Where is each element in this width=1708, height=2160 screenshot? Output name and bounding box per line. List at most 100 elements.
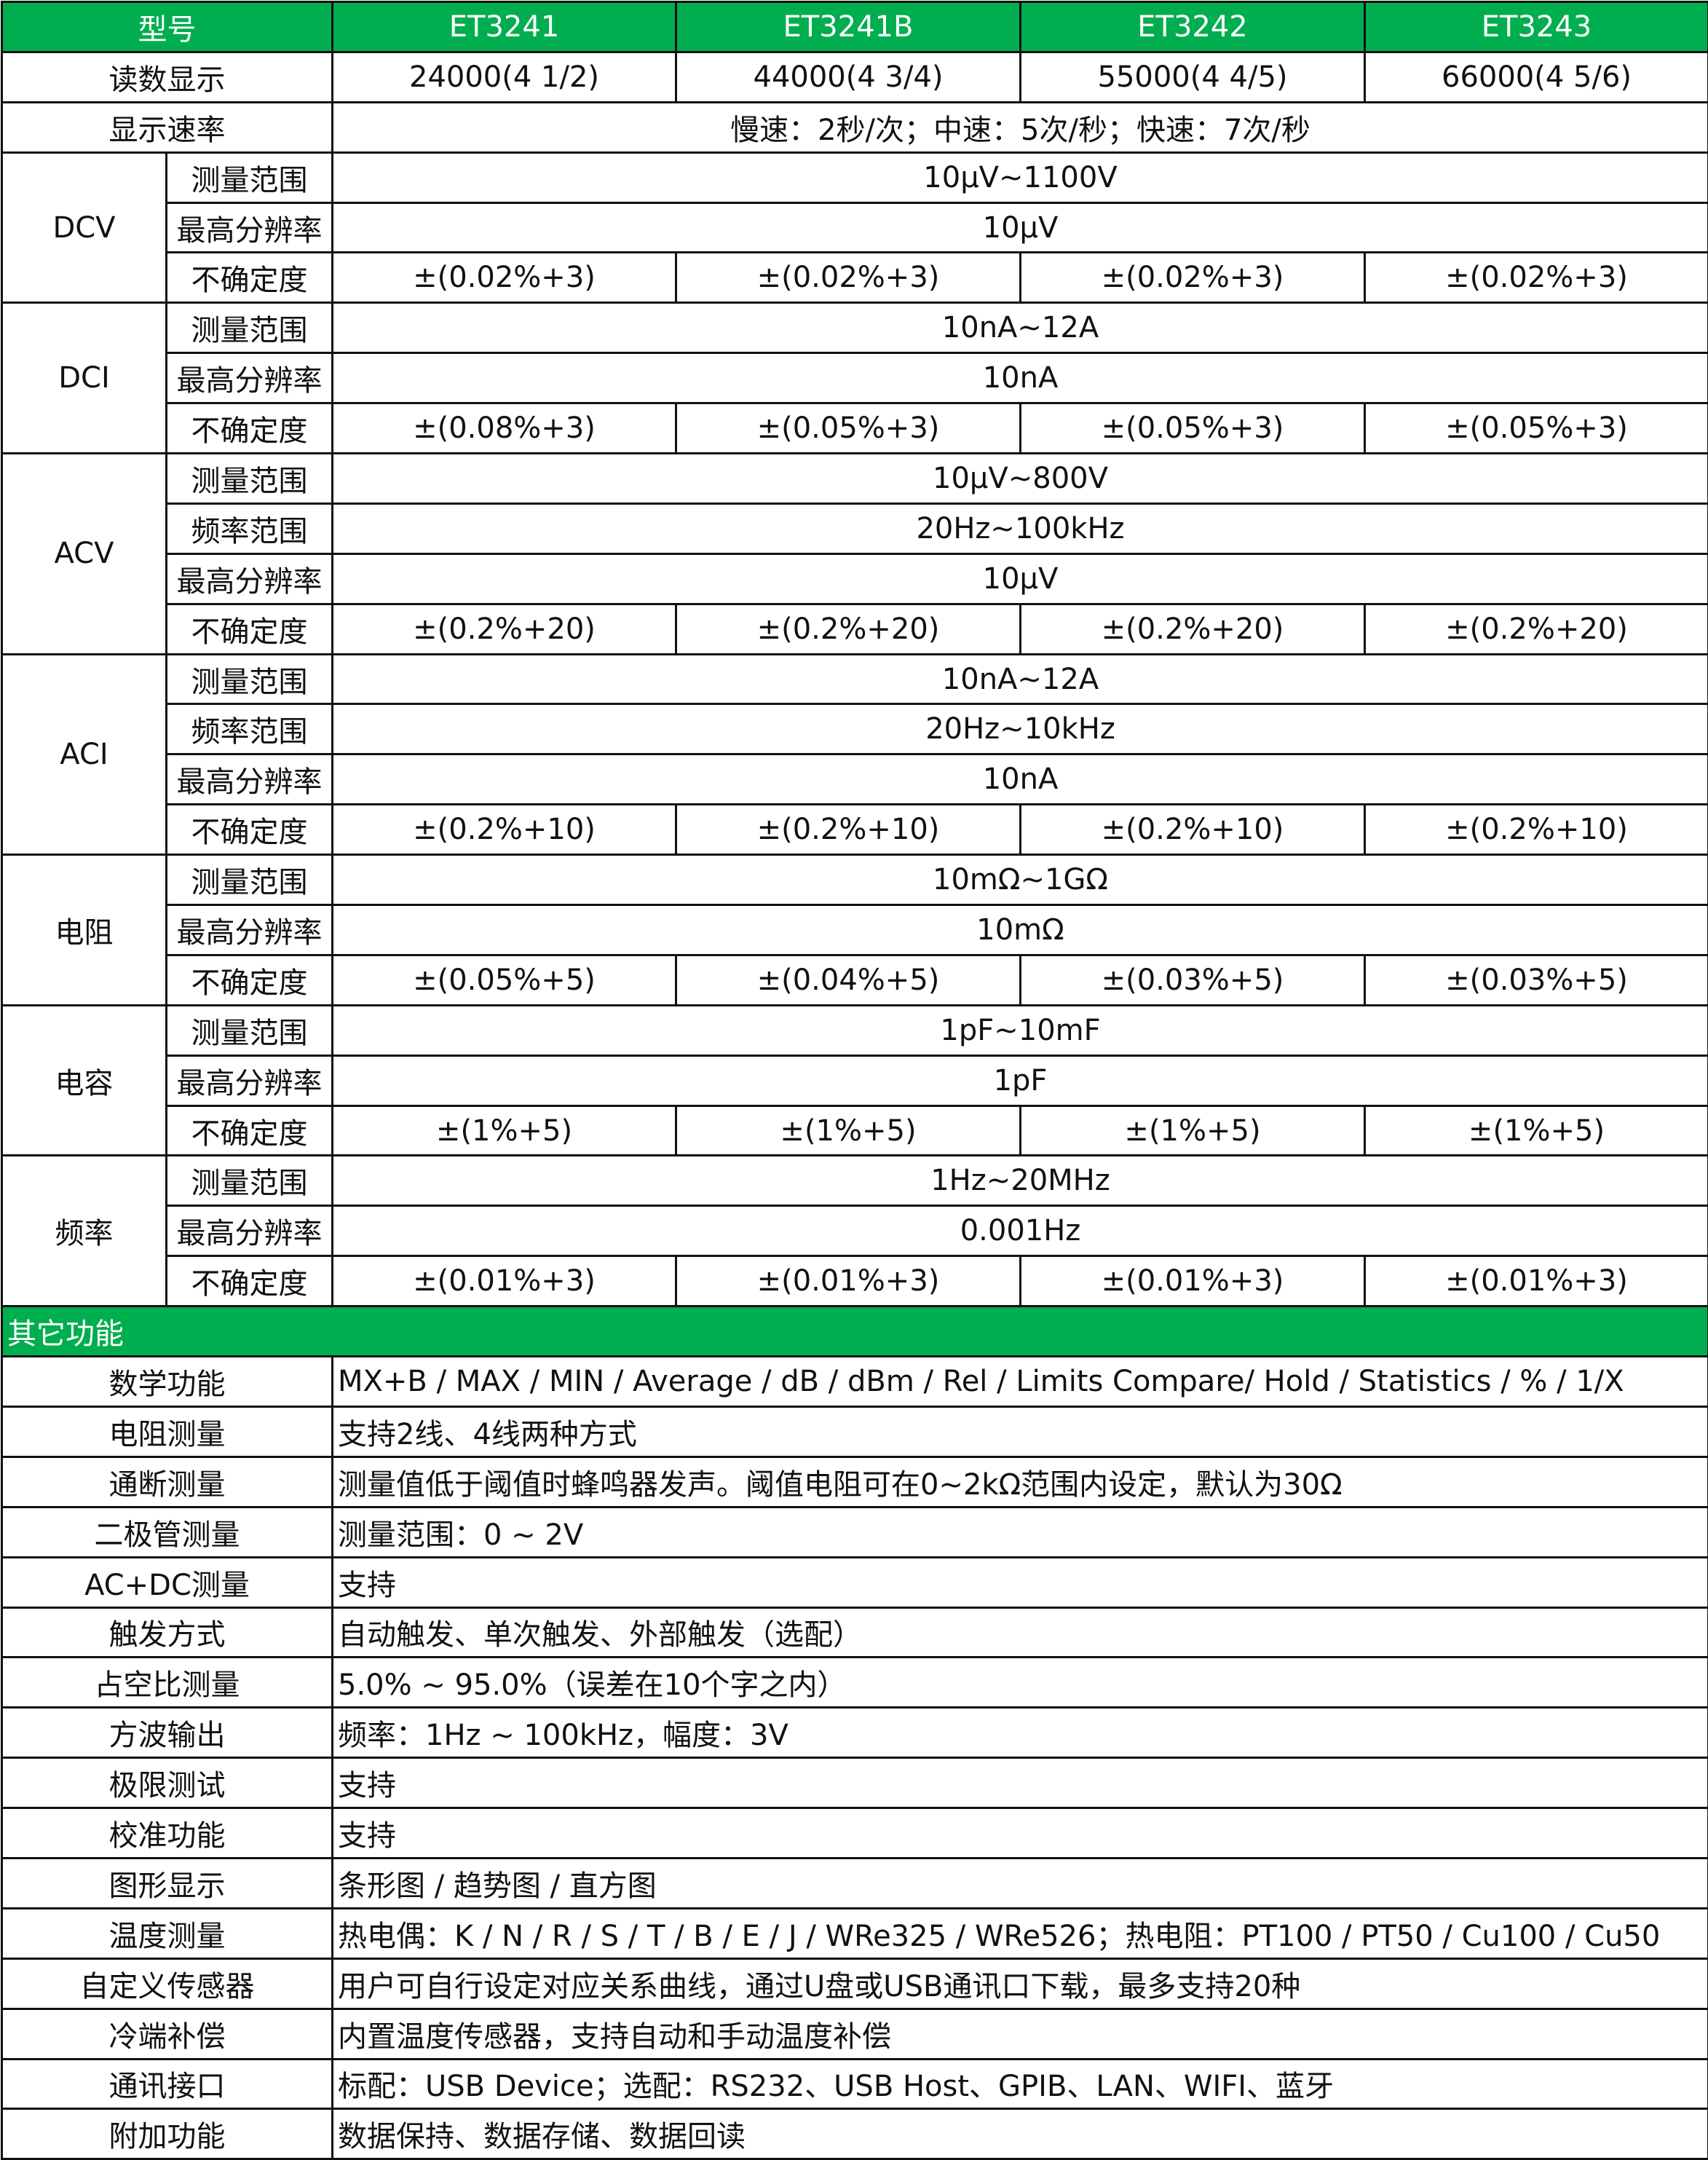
feature-value: 数据保持、数据存储、数据回读 xyxy=(333,2109,1708,2159)
param-value: 1pF~10mF xyxy=(333,1005,1708,1055)
param-value: 1pF xyxy=(333,1055,1708,1105)
table-row: 图形显示条形图 / 趋势图 / 直方图 xyxy=(2,1858,1708,1908)
param-label: 不确定度 xyxy=(167,955,333,1005)
table-row: 电阻测量支持2线、4线两种方式 xyxy=(2,1406,1708,1457)
model-name: ET3241 xyxy=(333,2,676,52)
param-value: ±(0.05%+3) xyxy=(1365,403,1708,454)
table-row: 校准功能支持 xyxy=(2,1808,1708,1859)
param-value: ±(0.01%+3) xyxy=(1021,1256,1365,1306)
row-value: 66000(4 5/6) xyxy=(1365,52,1708,102)
feature-value: 支持 xyxy=(333,1808,1708,1859)
group-name: DCI xyxy=(2,303,167,454)
model-name: ET3243 xyxy=(1365,2,1708,52)
feature-label: 二极管测量 xyxy=(2,1507,333,1557)
param-label: 最高分辨率 xyxy=(167,1055,333,1105)
param-value: ±(0.2%+20) xyxy=(676,604,1021,654)
param-label: 频率范围 xyxy=(167,503,333,553)
group-name: 电阻 xyxy=(2,855,167,1006)
table-row: 不确定度±(0.05%+5)±(0.04%+5)±(0.03%+5)±(0.03… xyxy=(2,955,1708,1005)
table-row: 不确定度±(0.01%+3)±(0.01%+3)±(0.01%+3)±(0.01… xyxy=(2,1256,1708,1306)
param-value: 10μV xyxy=(333,202,1708,253)
feature-value: 频率：1Hz ~ 100kHz，幅度：3V xyxy=(333,1708,1708,1758)
param-value: ±(0.2%+20) xyxy=(333,604,676,654)
feature-label: 触发方式 xyxy=(2,1607,333,1658)
feature-label: 自定义传感器 xyxy=(2,1958,333,2009)
feature-value: 支持2线、4线两种方式 xyxy=(333,1406,1708,1457)
param-value: ±(1%+5) xyxy=(333,1105,676,1156)
param-value: ±(0.2%+10) xyxy=(1021,805,1365,855)
param-value: ±(0.08%+3) xyxy=(333,403,676,454)
table-row: 不确定度±(0.2%+20)±(0.2%+20)±(0.2%+20)±(0.2%… xyxy=(2,604,1708,654)
param-label: 不确定度 xyxy=(167,253,333,303)
feature-value: 测量值低于阈值时蜂鸣器发声。阈值电阻可在0~2kΩ范围内设定，默认为30Ω xyxy=(333,1457,1708,1507)
param-value: 10μV xyxy=(333,553,1708,604)
feature-value: 测量范围：0 ~ 2V xyxy=(333,1507,1708,1557)
feature-label: AC+DC测量 xyxy=(2,1557,333,1607)
feature-value: 条形图 / 趋势图 / 直方图 xyxy=(333,1858,1708,1908)
feature-label: 校准功能 xyxy=(2,1808,333,1859)
group-name: ACI xyxy=(2,654,167,855)
param-label: 测量范围 xyxy=(167,454,333,504)
param-value: ±(0.04%+5) xyxy=(676,955,1021,1005)
table-row: 二极管测量测量范围：0 ~ 2V xyxy=(2,1507,1708,1557)
table-row: 冷端补偿内置温度传感器，支持自动和手动温度补偿 xyxy=(2,2009,1708,2059)
row-label: 读数显示 xyxy=(2,52,333,102)
table-row: 触发方式自动触发、单次触发、外部触发（选配） xyxy=(2,1607,1708,1658)
feature-label: 图形显示 xyxy=(2,1858,333,1908)
row-label: 显示速率 xyxy=(2,102,333,152)
param-value: ±(1%+5) xyxy=(1365,1105,1708,1156)
feature-label: 温度测量 xyxy=(2,1908,333,1958)
group-name: 频率 xyxy=(2,1156,167,1306)
table-row: 自定义传感器用户可自行设定对应关系曲线，通过U盘或USB通讯口下载，最多支持20… xyxy=(2,1958,1708,2009)
param-label: 最高分辨率 xyxy=(167,202,333,253)
feature-value: 用户可自行设定对应关系曲线，通过U盘或USB通讯口下载，最多支持20种 xyxy=(333,1958,1708,2009)
table-row: AC+DC测量支持 xyxy=(2,1557,1708,1607)
param-value: ±(0.03%+5) xyxy=(1365,955,1708,1005)
feature-value: MX+B / MAX / MIN / Average / dB / dBm / … xyxy=(333,1357,1708,1407)
param-value: 20Hz~10kHz xyxy=(333,704,1708,754)
param-value: 10nA~12A xyxy=(333,654,1708,704)
param-label: 最高分辨率 xyxy=(167,1206,333,1256)
feature-label: 附加功能 xyxy=(2,2109,333,2159)
model-name: ET3242 xyxy=(1021,2,1365,52)
param-label: 最高分辨率 xyxy=(167,553,333,604)
param-value: ±(0.02%+3) xyxy=(1365,253,1708,303)
feature-label: 通断测量 xyxy=(2,1457,333,1507)
param-label: 不确定度 xyxy=(167,1105,333,1156)
param-value: ±(0.2%+20) xyxy=(1021,604,1365,654)
table-row: 显示速率慢速：2秒/次；中速：5次/秒；快速：7次/秒 xyxy=(2,102,1708,152)
param-label: 最高分辨率 xyxy=(167,754,333,805)
model-name: ET3241B xyxy=(676,2,1021,52)
group-name: 电容 xyxy=(2,1005,167,1156)
param-value: ±(0.01%+3) xyxy=(333,1256,676,1306)
param-value: ±(0.2%+10) xyxy=(1365,805,1708,855)
table-row: 附加功能数据保持、数据存储、数据回读 xyxy=(2,2109,1708,2159)
param-value: ±(0.05%+3) xyxy=(676,403,1021,454)
param-label: 测量范围 xyxy=(167,1005,333,1055)
feature-value: 热电偶：K / N / R / S / T / B / E / J / WRe3… xyxy=(333,1908,1708,1958)
header-label: 型号 xyxy=(2,2,333,52)
param-value: 20Hz~100kHz xyxy=(333,503,1708,553)
feature-label: 电阻测量 xyxy=(2,1406,333,1457)
table-row: 方波输出频率：1Hz ~ 100kHz，幅度：3V xyxy=(2,1708,1708,1758)
feature-label: 通讯接口 xyxy=(2,2059,333,2109)
param-value: 10mΩ xyxy=(333,905,1708,955)
param-value: 10μV~1100V xyxy=(333,152,1708,202)
param-value: ±(0.2%+10) xyxy=(676,805,1021,855)
param-label: 最高分辨率 xyxy=(167,353,333,403)
feature-label: 冷端补偿 xyxy=(2,2009,333,2059)
param-value: ±(0.01%+3) xyxy=(1365,1256,1708,1306)
